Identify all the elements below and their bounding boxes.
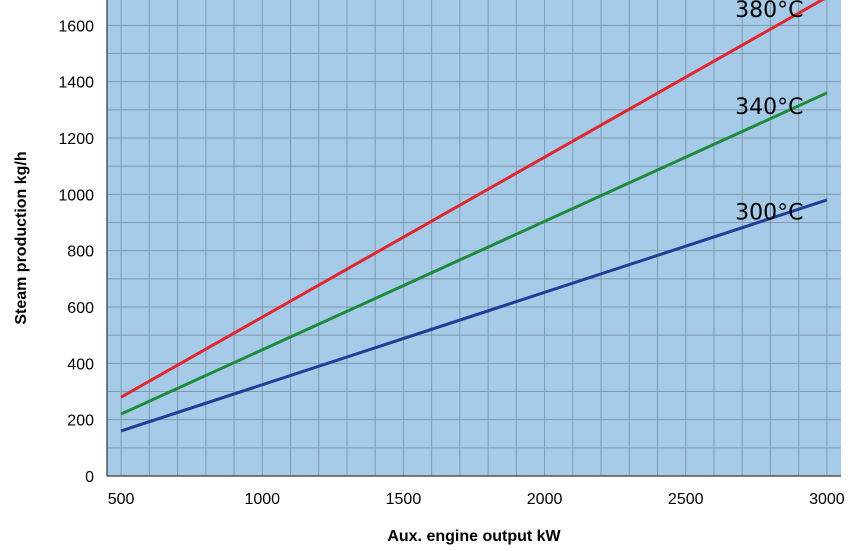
x-tick-label: 2000 [527,491,563,508]
x-axis-title: Aux. engine output kW [387,528,561,545]
y-tick-label: 1200 [58,131,94,148]
x-tick-labels: 500 1000 1500 2000 2500 3000 [108,491,845,508]
y-tick-labels: 0 200 400 600 800 1000 1200 1400 1600 [58,18,94,486]
series-line-380c [120,0,825,399]
y-tick-label: 200 [67,413,94,430]
y-tick-label: 800 [67,244,94,261]
series-labels: 380°C 340°C 300°C [735,0,803,226]
x-tick-label: 2500 [668,491,704,508]
y-tick-label: 600 [67,300,94,317]
series-line-300c [120,198,828,433]
grid [107,0,841,477]
y-tick-label: 1000 [58,187,94,204]
x-tick-label: 500 [108,491,135,508]
y-tick-label: 1600 [58,18,94,35]
axes [106,0,841,477]
x-tick-label: 3000 [809,491,845,508]
series-lines [120,0,828,433]
x-tick-label: 1500 [386,491,422,508]
plot-area [107,0,841,476]
y-tick-label: 0 [85,469,94,486]
series-line-340c [120,91,828,416]
y-axis-title: Steam production kg/h [13,151,30,324]
x-tick-label: 1000 [244,491,280,508]
series-label-300c: 300°C [735,201,803,226]
series-label-380c: 380°C [735,0,803,23]
series-label-340c: 340°C [735,95,803,120]
y-tick-label: 400 [67,356,94,373]
y-tick-label: 1400 [58,75,94,92]
